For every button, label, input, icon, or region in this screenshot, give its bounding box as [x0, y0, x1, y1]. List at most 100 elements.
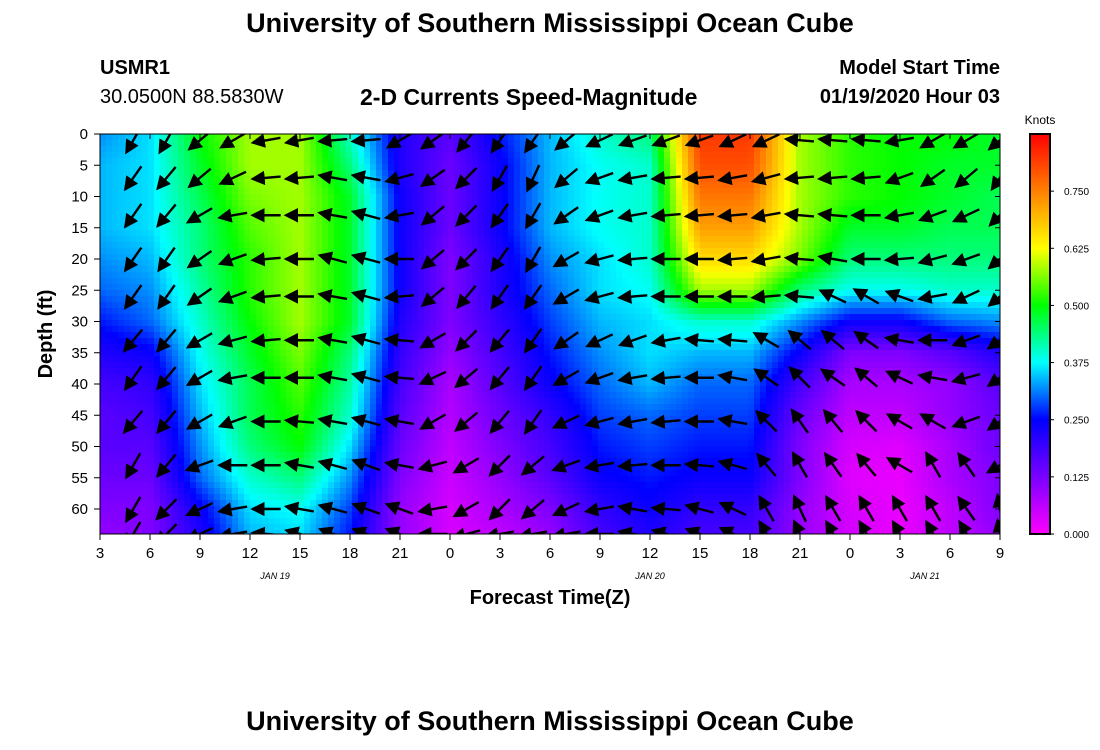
- heatmap-cell: [142, 212, 149, 219]
- heatmap-cell: [712, 164, 719, 171]
- heatmap-cell: [538, 134, 545, 141]
- heatmap-cell: [736, 260, 743, 267]
- heatmap-cell: [874, 158, 881, 165]
- heatmap-cell: [838, 200, 845, 207]
- heatmap-cell: [274, 314, 281, 321]
- heatmap-cell: [664, 206, 671, 213]
- heatmap-cell: [994, 206, 1000, 213]
- heatmap-cell: [118, 158, 125, 165]
- heatmap-cell: [862, 308, 869, 315]
- heatmap-cell: [982, 158, 989, 165]
- heatmap-cell: [538, 206, 545, 213]
- heatmap-cell: [376, 236, 383, 243]
- heatmap-cell: [784, 320, 791, 327]
- heatmap-cell: [706, 248, 713, 255]
- heatmap-cell: [400, 218, 407, 225]
- heatmap-cell: [280, 284, 287, 291]
- heatmap-cell: [214, 284, 221, 291]
- heatmap-cell: [682, 158, 689, 165]
- heatmap-cell: [802, 266, 809, 273]
- heatmap-cell: [646, 266, 653, 273]
- heatmap-cell: [508, 146, 515, 153]
- heatmap-cell: [862, 182, 869, 189]
- heatmap-cell: [796, 164, 803, 171]
- heatmap-cell: [772, 302, 779, 309]
- heatmap-cell: [766, 266, 773, 273]
- heatmap-cell: [886, 188, 893, 195]
- heatmap-cell: [946, 248, 953, 255]
- heatmap-cell: [640, 188, 647, 195]
- heatmap-cell: [676, 308, 683, 315]
- heatmap-cell: [124, 272, 131, 279]
- heatmap-cell: [412, 290, 419, 297]
- heatmap-cell: [724, 194, 731, 201]
- heatmap-cell: [772, 194, 779, 201]
- heatmap-cell: [442, 158, 449, 165]
- heatmap-cell: [424, 206, 431, 213]
- heatmap-cell: [166, 332, 173, 339]
- heatmap-cell: [820, 206, 827, 213]
- heatmap-cell: [796, 260, 803, 267]
- heatmap-cell: [742, 176, 749, 183]
- heatmap-cell: [424, 170, 431, 177]
- heatmap-cell: [178, 236, 185, 243]
- heatmap-cell: [934, 170, 941, 177]
- heatmap-cell: [694, 248, 701, 255]
- heatmap-cell: [100, 188, 107, 195]
- heatmap-cell: [286, 194, 293, 201]
- heatmap-cell: [442, 284, 449, 291]
- heatmap-cell: [910, 320, 917, 327]
- heatmap-cell: [154, 314, 161, 321]
- heatmap-cell: [352, 308, 359, 315]
- heatmap-cell: [976, 302, 983, 309]
- heatmap-cell: [442, 308, 449, 315]
- heatmap-cell: [886, 272, 893, 279]
- heatmap-cell: [844, 272, 851, 279]
- heatmap-cell: [154, 170, 161, 177]
- heatmap-cell: [898, 242, 905, 249]
- heatmap-cell: [310, 158, 317, 165]
- heatmap-cell: [172, 146, 179, 153]
- heatmap-cell: [724, 242, 731, 249]
- heatmap-cell: [412, 194, 419, 201]
- heatmap-cell: [892, 170, 899, 177]
- heatmap-cell: [466, 326, 473, 333]
- heatmap-cell: [592, 242, 599, 249]
- heatmap-cell: [268, 146, 275, 153]
- heatmap-cell: [124, 248, 131, 255]
- heatmap-cell: [940, 302, 947, 309]
- heatmap-cell: [214, 206, 221, 213]
- heatmap-cell: [580, 224, 587, 231]
- heatmap-cell: [682, 266, 689, 273]
- heatmap-cell: [214, 188, 221, 195]
- heatmap-cell: [802, 314, 809, 321]
- heatmap-cell: [784, 248, 791, 255]
- heatmap-cell: [898, 302, 905, 309]
- heatmap-cell: [226, 206, 233, 213]
- heatmap-cell: [412, 326, 419, 333]
- heatmap-cell: [958, 200, 965, 207]
- heatmap-cell: [580, 320, 587, 327]
- heatmap-cell: [298, 224, 305, 231]
- heatmap-cell: [514, 188, 521, 195]
- heatmap-cell: [874, 152, 881, 159]
- heatmap-cell: [874, 248, 881, 255]
- heatmap-cell: [478, 146, 485, 153]
- heatmap-cell: [868, 164, 875, 171]
- heatmap-cell: [568, 212, 575, 219]
- heatmap-cell: [856, 272, 863, 279]
- heatmap-cell: [334, 200, 341, 207]
- heatmap-cell: [640, 164, 647, 171]
- heatmap-cell: [460, 194, 467, 201]
- heatmap-cell: [202, 236, 209, 243]
- heatmap-cell: [982, 146, 989, 153]
- heatmap-cell: [418, 206, 425, 213]
- heatmap-cell: [364, 326, 371, 333]
- heatmap-cell: [490, 254, 497, 261]
- heatmap-cell: [454, 248, 461, 255]
- heatmap-cell: [388, 314, 395, 321]
- heatmap-cell: [472, 278, 479, 285]
- heatmap-cell: [580, 206, 587, 213]
- heatmap-cell: [694, 170, 701, 177]
- heatmap-cell: [634, 134, 641, 141]
